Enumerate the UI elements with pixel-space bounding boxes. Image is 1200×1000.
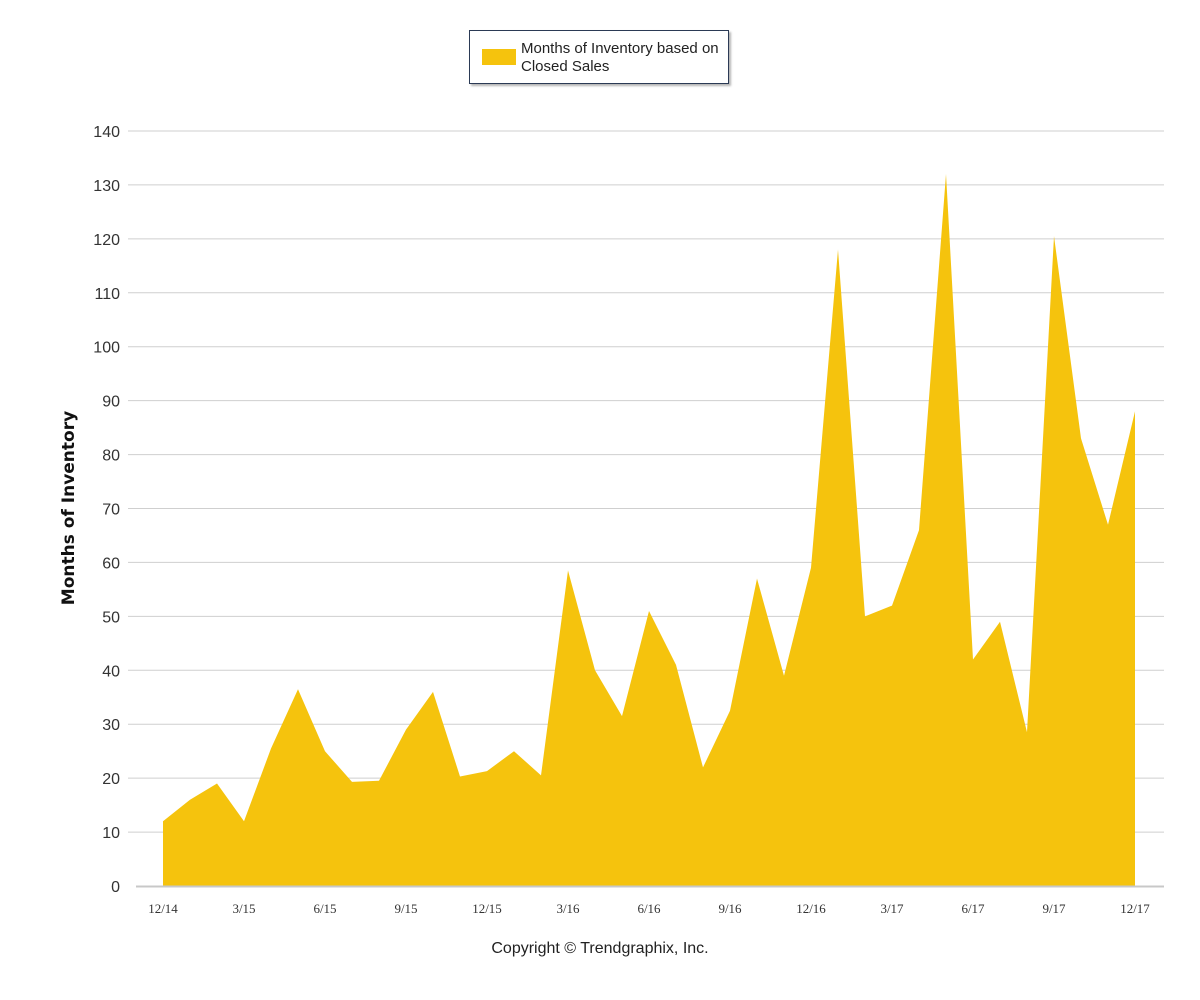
x-tick-label: 12/14 <box>148 901 178 916</box>
x-tick-label: 12/15 <box>472 901 502 916</box>
y-tick-label: 0 <box>111 879 120 896</box>
x-tick-label: 3/17 <box>880 901 904 916</box>
legend-swatch <box>482 49 516 65</box>
x-tick-label: 9/16 <box>718 901 742 916</box>
y-tick-label: 90 <box>102 394 120 411</box>
x-tick-label: 6/17 <box>961 901 985 916</box>
copyright-footer: Copyright © Trendgraphix, Inc. <box>491 940 709 957</box>
x-tick-label: 9/15 <box>394 901 417 916</box>
y-tick-label: 40 <box>102 663 120 680</box>
y-tick-label: 30 <box>102 717 120 734</box>
y-tick-label: 120 <box>93 232 120 249</box>
x-tick-labels: 12/14 3/15 6/15 9/15 12/15 3/16 6/16 9/16 12/16 3… <box>148 901 1150 916</box>
y-tick-labels: 0 10 20 30 40 50 60 70 80 90 100 110 120 130 140 <box>93 124 120 896</box>
y-tick-label: 20 <box>102 771 120 788</box>
x-tick-label: 12/17 <box>1120 901 1150 916</box>
x-tick-label: 6/16 <box>637 901 661 916</box>
y-tick-label: 10 <box>102 825 120 842</box>
y-tick-label: 140 <box>93 124 120 141</box>
y-tick-label: 130 <box>93 178 120 195</box>
y-tick-label: 110 <box>94 286 120 303</box>
chart-legend: Months of Inventory based on Closed Sale… <box>469 30 729 84</box>
y-tick-label: 60 <box>102 555 120 572</box>
area-series-fill <box>163 174 1135 887</box>
x-tick-label: 6/15 <box>313 901 336 916</box>
y-tick-label: 70 <box>102 502 120 519</box>
x-tick-label: 3/15 <box>232 901 255 916</box>
legend-label: Months of Inventory based on Closed Sale… <box>521 40 719 75</box>
y-tick-label: 50 <box>102 609 120 626</box>
y-axis-label: Months of Inventory <box>59 411 79 605</box>
y-tick-label: 80 <box>102 448 120 465</box>
x-tick-label: 3/16 <box>556 901 580 916</box>
area-series <box>162 174 1136 887</box>
x-tick-label: 12/16 <box>796 901 826 916</box>
y-tick-label: 100 <box>93 340 120 357</box>
x-tick-label: 9/17 <box>1042 901 1066 916</box>
